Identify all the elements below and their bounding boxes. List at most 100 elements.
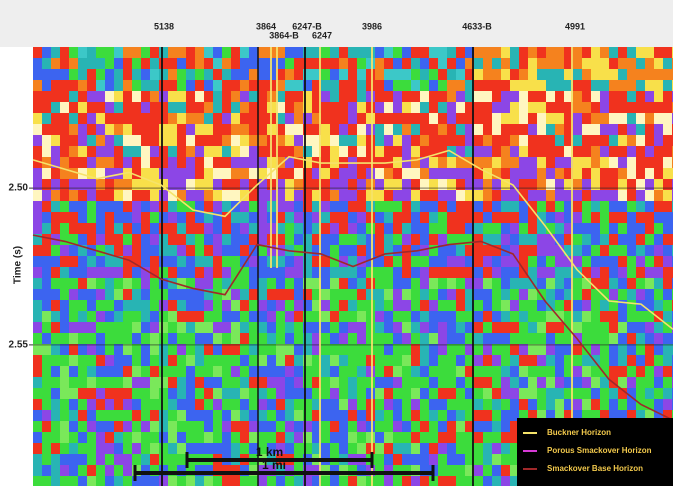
seismic-cell <box>438 366 448 378</box>
seismic-cell <box>375 179 385 191</box>
seismic-cell <box>69 289 79 301</box>
seismic-cell <box>285 201 295 213</box>
seismic-cell <box>150 102 160 114</box>
seismic-cell <box>285 190 295 202</box>
seismic-cell <box>249 421 259 433</box>
seismic-cell <box>267 344 277 356</box>
seismic-cell <box>330 168 340 180</box>
seismic-cell <box>375 58 385 70</box>
seismic-cell <box>42 212 52 224</box>
seismic-cell <box>348 289 358 301</box>
seismic-cell <box>231 399 241 411</box>
seismic-cell <box>438 201 448 213</box>
seismic-cell <box>348 113 358 125</box>
seismic-cell <box>600 344 610 356</box>
seismic-cell <box>150 311 160 323</box>
seismic-cell <box>492 333 502 345</box>
seismic-cell <box>618 146 628 158</box>
seismic-cell <box>186 344 196 356</box>
seismic-cell <box>249 410 259 422</box>
seismic-cell <box>330 432 340 444</box>
seismic-cell <box>78 267 88 279</box>
well-label: 3864-B <box>269 30 299 40</box>
seismic-cell <box>276 388 286 400</box>
seismic-cell <box>357 289 367 301</box>
seismic-cell <box>492 344 502 356</box>
seismic-cell <box>600 135 610 147</box>
seismic-cell <box>204 366 214 378</box>
seismic-cell <box>213 399 223 411</box>
seismic-cell <box>348 278 358 290</box>
seismic-cell <box>159 289 169 301</box>
seismic-cell <box>348 146 358 158</box>
seismic-cell <box>456 399 466 411</box>
seismic-cell <box>645 102 655 114</box>
seismic-cell <box>402 366 412 378</box>
seismic-cell <box>33 91 43 103</box>
seismic-cell <box>150 212 160 224</box>
seismic-cell <box>618 157 628 169</box>
seismic-cell <box>546 179 556 191</box>
seismic-cell <box>132 245 142 257</box>
seismic-cell <box>96 69 106 81</box>
seismic-cell <box>186 410 196 422</box>
seismic-cell <box>429 157 439 169</box>
seismic-cell <box>618 267 628 279</box>
seismic-cell <box>159 201 169 213</box>
seismic-cell <box>33 267 43 279</box>
seismic-cell <box>150 388 160 400</box>
seismic-cell <box>141 410 151 422</box>
seismic-cell <box>654 388 664 400</box>
seismic-cell <box>375 47 385 59</box>
seismic-cell <box>636 135 646 147</box>
seismic-cell <box>339 432 349 444</box>
seismic-cell <box>321 300 331 312</box>
seismic-cell <box>105 300 115 312</box>
seismic-cell <box>213 168 223 180</box>
seismic-cell <box>249 113 259 125</box>
seismic-cell <box>321 410 331 422</box>
seismic-cell <box>150 476 160 486</box>
seismic-cell <box>69 91 79 103</box>
seismic-cell <box>636 289 646 301</box>
seismic-cell <box>258 311 268 323</box>
seismic-cell <box>636 377 646 389</box>
seismic-cell <box>249 47 259 59</box>
seismic-cell <box>60 157 70 169</box>
seismic-cell <box>69 333 79 345</box>
seismic-cell <box>204 256 214 268</box>
seismic-cell <box>609 388 619 400</box>
seismic-cell <box>186 212 196 224</box>
seismic-cell <box>141 300 151 312</box>
seismic-cell <box>483 245 493 257</box>
seismic-cell <box>420 190 430 202</box>
seismic-cell <box>159 245 169 257</box>
seismic-cell <box>141 124 151 136</box>
seismic-cell <box>411 58 421 70</box>
seismic-cell <box>285 47 295 59</box>
seismic-cell <box>546 80 556 92</box>
seismic-cell <box>447 410 457 422</box>
seismic-cell <box>330 344 340 356</box>
seismic-cell <box>105 443 115 455</box>
seismic-cell <box>492 443 502 455</box>
seismic-cell <box>546 344 556 356</box>
seismic-cell <box>60 454 70 466</box>
seismic-cell <box>294 355 304 367</box>
seismic-cell <box>204 432 214 444</box>
seismic-cell <box>141 256 151 268</box>
seismic-cell <box>339 476 349 486</box>
seismic-cell <box>573 113 583 125</box>
seismic-cell <box>474 212 484 224</box>
seismic-cell <box>429 300 439 312</box>
seismic-cell <box>492 124 502 136</box>
seismic-cell <box>186 476 196 486</box>
seismic-cell <box>339 333 349 345</box>
seismic-cell <box>645 168 655 180</box>
seismic-cell <box>339 223 349 235</box>
seismic-cell <box>96 212 106 224</box>
seismic-cell <box>177 124 187 136</box>
seismic-cell <box>474 421 484 433</box>
seismic-cell <box>42 256 52 268</box>
seismic-cell <box>330 201 340 213</box>
